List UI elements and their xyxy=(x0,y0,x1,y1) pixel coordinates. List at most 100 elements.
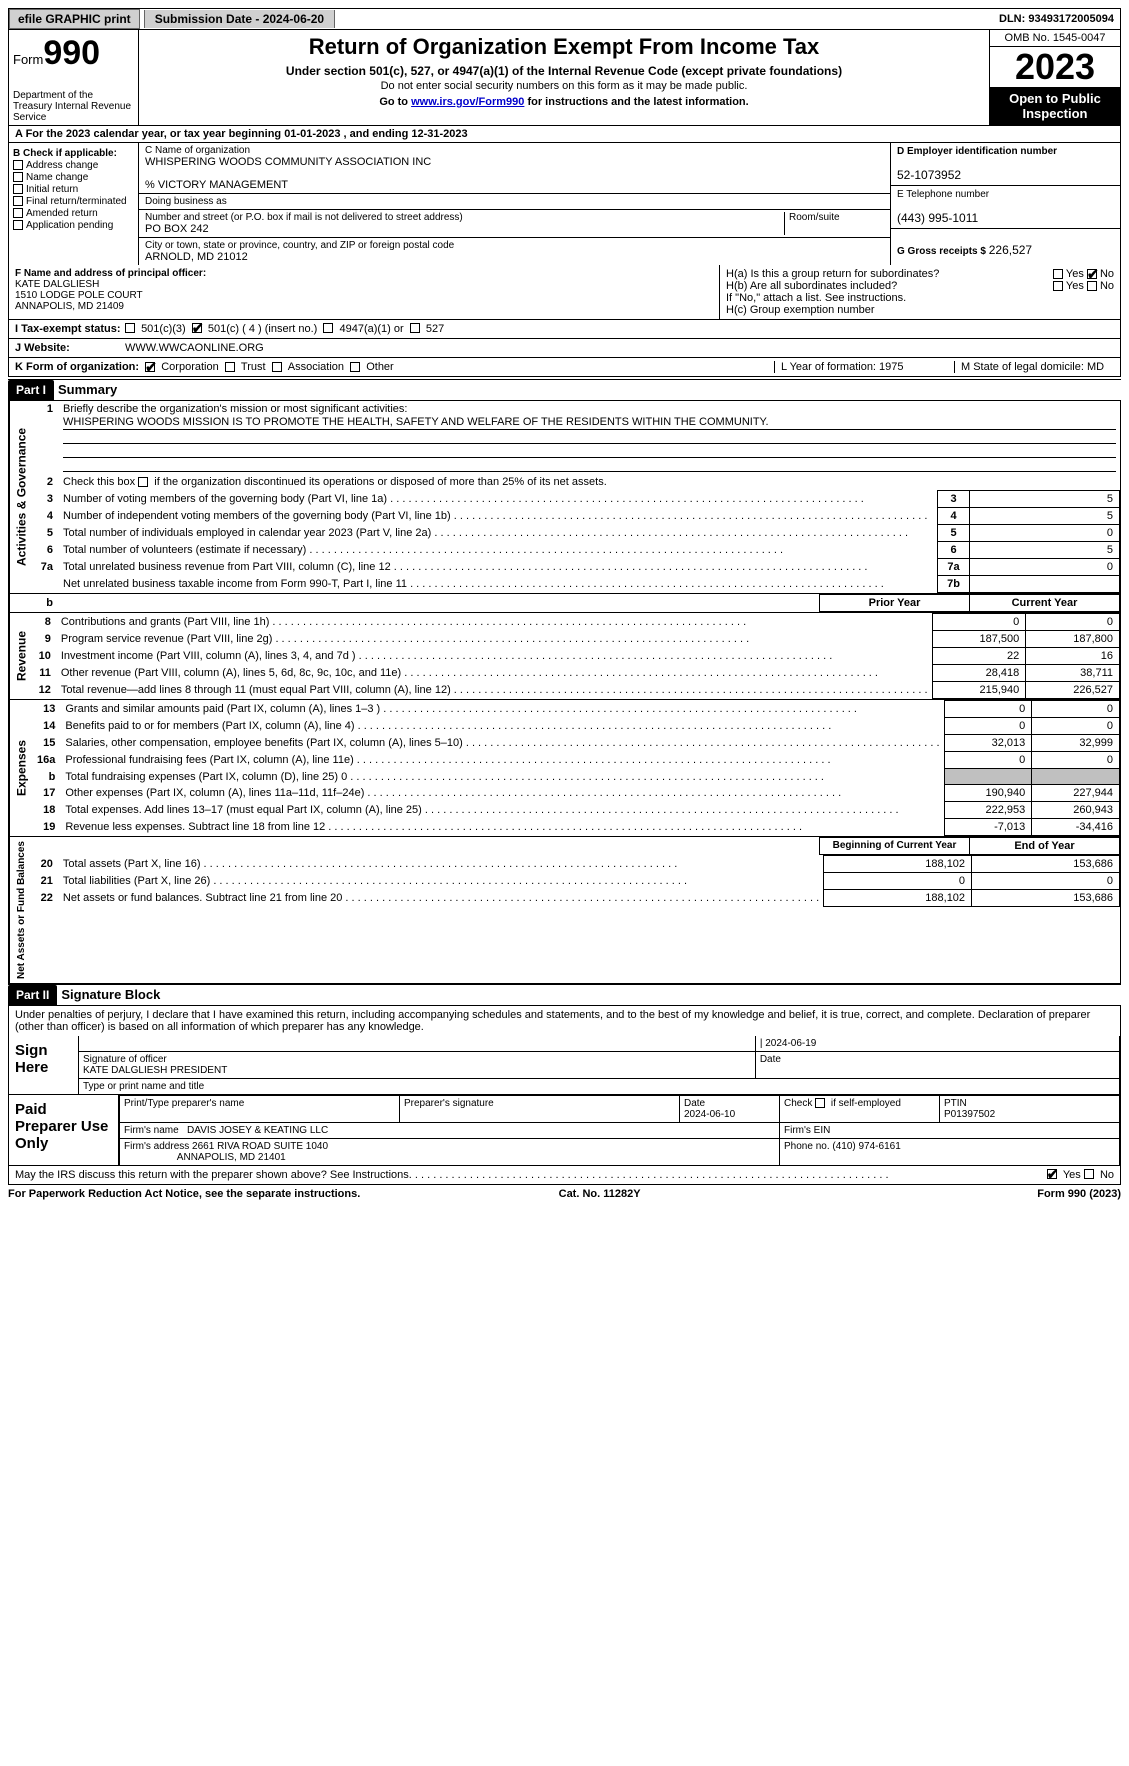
line-val: 0 xyxy=(970,559,1120,576)
line-prior: 22 xyxy=(932,648,1026,665)
k-trust[interactable] xyxy=(225,362,235,372)
may-no[interactable] xyxy=(1084,1169,1094,1179)
chk-address[interactable] xyxy=(13,160,23,170)
hdr-prior: Prior Year xyxy=(820,595,970,612)
line-num: 17 xyxy=(33,785,61,802)
section-governance: Activities & Governance 1 Briefly descri… xyxy=(8,400,1121,594)
line-text: Other revenue (Part VIII, column (A), li… xyxy=(57,665,932,682)
hdr-curr: Current Year xyxy=(970,595,1120,612)
line-box: 3 xyxy=(938,491,970,508)
pp-date: 2024-06-10 xyxy=(684,1109,735,1120)
line-text: Number of independent voting members of … xyxy=(59,508,938,525)
line-text: Net assets or fund balances. Subtract li… xyxy=(59,890,824,907)
chk-pending[interactable] xyxy=(13,220,23,230)
i-4947[interactable] xyxy=(323,323,333,333)
f-addr1: 1510 LODGE POLE COURT xyxy=(15,290,143,301)
line-text: Other expenses (Part IX, column (A), lin… xyxy=(61,785,944,802)
paid-preparer-block: Paid Preparer Use Only Print/Type prepar… xyxy=(8,1095,1121,1166)
line-text: Salaries, other compensation, employee b… xyxy=(61,735,944,752)
line-text: Revenue less expenses. Subtract line 18 … xyxy=(61,819,944,836)
section-revenue: Revenue 8 Contributions and grants (Part… xyxy=(8,613,1121,700)
row-i: I Tax-exempt status: 501(c)(3) 501(c) ( … xyxy=(8,320,1121,339)
pp-addr2: ANNAPOLIS, MD 21401 xyxy=(177,1152,286,1163)
line-curr: 226,527 xyxy=(1026,682,1120,699)
line-num: 16a xyxy=(33,752,61,769)
line-text: Total revenue—add lines 8 through 11 (mu… xyxy=(57,682,932,699)
col-b-check: B Check if applicable: Address change Na… xyxy=(9,143,139,265)
pp-fein: Firm's EIN xyxy=(780,1123,1120,1139)
topbar: efile GRAPHIC print Submission Date - 20… xyxy=(8,8,1121,30)
line-num: 11 xyxy=(33,665,57,682)
sign-name: KATE DALGLIESH PRESIDENT xyxy=(83,1065,227,1076)
form-subtitle-3: Go to www.irs.gov/Form990 for instructio… xyxy=(145,96,983,108)
line-text: Benefits paid to or for members (Part IX… xyxy=(61,718,944,735)
line-num: 9 xyxy=(33,631,57,648)
line-text: Total expenses. Add lines 13–17 (must eq… xyxy=(61,802,944,819)
hb-no[interactable] xyxy=(1087,281,1097,291)
c-city: ARNOLD, MD 21012 xyxy=(145,251,248,263)
line-text: Total assets (Part X, line 16) xyxy=(59,856,824,873)
submission-date: Submission Date - 2024-06-20 xyxy=(144,10,335,28)
ha-yes[interactable] xyxy=(1053,269,1063,279)
k-corp[interactable] xyxy=(145,362,155,372)
line-prior: 32,013 xyxy=(944,735,1032,752)
line-curr: 38,711 xyxy=(1026,665,1120,682)
line1-mission: WHISPERING WOODS MISSION IS TO PROMOTE T… xyxy=(63,415,1116,430)
chk-final[interactable] xyxy=(13,196,23,206)
ha-no[interactable] xyxy=(1087,269,1097,279)
section-na-header: Net Assets or Fund Balances Beginning of… xyxy=(8,837,1121,984)
line-num: 20 xyxy=(33,856,59,873)
col-deg: D Employer identification number 52-1073… xyxy=(890,143,1120,265)
line-text: Contributions and grants (Part VIII, lin… xyxy=(57,614,932,631)
efile-button[interactable]: efile GRAPHIC print xyxy=(9,9,140,29)
irs-link[interactable]: www.irs.gov/Form990 xyxy=(411,96,524,108)
line-text: Total fundraising expenses (Part IX, col… xyxy=(61,769,944,785)
i-527[interactable] xyxy=(410,323,420,333)
pp-self-chk[interactable] xyxy=(815,1098,825,1108)
page-footer: For Paperwork Reduction Act Notice, see … xyxy=(8,1185,1121,1203)
vlabel-governance: Activities & Governance xyxy=(9,401,33,593)
line-curr: 187,800 xyxy=(1026,631,1120,648)
part1-bar: Part I xyxy=(8,380,54,400)
line-prior: 0 xyxy=(944,701,1032,718)
chk-amended[interactable] xyxy=(13,208,23,218)
line-text: Total unrelated business revenue from Pa… xyxy=(59,559,938,576)
hb-yes[interactable] xyxy=(1053,281,1063,291)
line-prior: 215,940 xyxy=(932,682,1026,699)
c-name-label: C Name of organization xyxy=(145,145,250,156)
line-num: 14 xyxy=(33,718,61,735)
i-501c3[interactable] xyxy=(125,323,135,333)
line-curr: 0 xyxy=(1032,701,1120,718)
footer-paperwork: For Paperwork Reduction Act Notice, see … xyxy=(8,1188,360,1200)
may-yes[interactable] xyxy=(1047,1169,1057,1179)
pp-firm-label: Firm's name xyxy=(124,1125,179,1136)
vlabel-revenue: Revenue xyxy=(9,613,33,699)
c-street: PO BOX 242 xyxy=(145,223,209,235)
line-val: 5 xyxy=(970,491,1120,508)
line-num: 12 xyxy=(33,682,57,699)
hb-label: H(b) Are all subordinates included? xyxy=(726,280,1053,292)
line-prior: 0 xyxy=(944,718,1032,735)
line-curr: 227,944 xyxy=(1032,785,1120,802)
form-subtitle-2: Do not enter social security numbers on … xyxy=(145,80,983,92)
i-501c[interactable] xyxy=(192,323,202,333)
line-text: Investment income (Part VIII, column (A)… xyxy=(57,648,932,665)
chk-name[interactable] xyxy=(13,172,23,182)
line-val: 0 xyxy=(970,525,1120,542)
section-expenses: Expenses 13 Grants and similar amounts p… xyxy=(8,700,1121,837)
footer-catno: Cat. No. 11282Y xyxy=(559,1188,641,1200)
pp-addr1: 2661 RIVA ROAD SUITE 1040 xyxy=(192,1141,328,1152)
line-curr: 0 xyxy=(972,873,1120,890)
line-num xyxy=(33,576,59,593)
line-curr: 0 xyxy=(1032,752,1120,769)
k-assoc[interactable] xyxy=(272,362,282,372)
row-klm: K Form of organization: Corporation Trus… xyxy=(8,358,1121,377)
hdr-end: End of Year xyxy=(970,838,1120,855)
k-other[interactable] xyxy=(350,362,360,372)
chk-initial[interactable] xyxy=(13,184,23,194)
line2-chk[interactable] xyxy=(138,477,148,487)
line-num: 7a xyxy=(33,559,59,576)
line-val: 5 xyxy=(970,542,1120,559)
line-curr: 260,943 xyxy=(1032,802,1120,819)
line1-label: Briefly describe the organization's miss… xyxy=(63,403,407,415)
